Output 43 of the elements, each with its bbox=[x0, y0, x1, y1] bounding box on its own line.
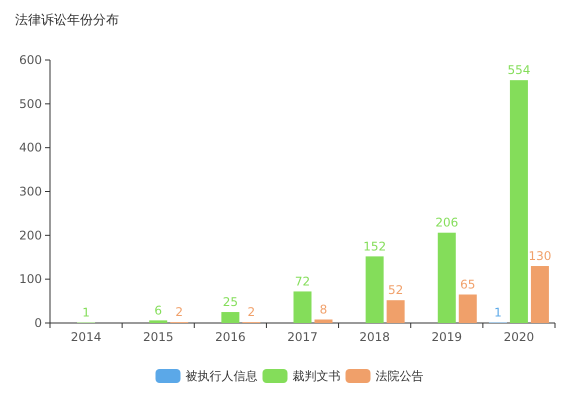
legend-label: 裁判文书 bbox=[292, 369, 340, 383]
y-tick-label: 0 bbox=[34, 316, 42, 330]
x-tick-label: 2015 bbox=[142, 330, 174, 344]
bar bbox=[458, 294, 477, 323]
data-label: 130 bbox=[528, 249, 552, 264]
bar bbox=[221, 312, 240, 323]
x-tick-label: 2017 bbox=[287, 330, 318, 344]
bar bbox=[314, 319, 332, 323]
被执行人信息: 1 bbox=[488, 306, 507, 323]
data-label: 65 bbox=[460, 278, 476, 292]
bar bbox=[530, 266, 549, 323]
y-tick-label: 100 bbox=[19, 272, 42, 286]
data-label: 8 bbox=[320, 302, 328, 316]
data-label: 72 bbox=[294, 274, 310, 288]
data-label: 2 bbox=[175, 305, 184, 320]
bar bbox=[294, 291, 312, 323]
x-tick-label: 2016 bbox=[215, 330, 246, 344]
y-tick-label: 300 bbox=[19, 184, 42, 198]
data-label: 1 bbox=[494, 306, 502, 320]
data-label: 206 bbox=[435, 216, 458, 230]
bar bbox=[386, 300, 405, 323]
x-tick-label: 2014 bbox=[70, 330, 102, 344]
bar bbox=[438, 232, 456, 323]
data-label: 25 bbox=[222, 295, 238, 310]
chart-title: 法律诉讼年份分布 bbox=[15, 13, 119, 28]
data-label: 554 bbox=[507, 63, 530, 78]
bar bbox=[366, 256, 384, 323]
x-tick-label: 2019 bbox=[432, 330, 462, 344]
legend-label: 被执行人信息 bbox=[186, 369, 258, 383]
data-label: 52 bbox=[388, 283, 404, 298]
x-tick-label: 2020 bbox=[504, 330, 534, 344]
legend-label: 法院公告 bbox=[376, 369, 424, 383]
y-tick-label: 400 bbox=[19, 140, 42, 155]
x-tick-label: 2018 bbox=[359, 330, 390, 344]
bar bbox=[149, 320, 168, 323]
data-label: 6 bbox=[154, 303, 162, 318]
y-tick-label: 200 bbox=[19, 228, 42, 242]
data-label: 152 bbox=[363, 239, 386, 254]
bar bbox=[510, 80, 528, 323]
data-label: 1 bbox=[82, 306, 90, 320]
y-tick-label: 500 bbox=[19, 96, 42, 111]
data-label: 2 bbox=[248, 305, 256, 320]
y-tick-label: 600 bbox=[19, 53, 42, 67]
